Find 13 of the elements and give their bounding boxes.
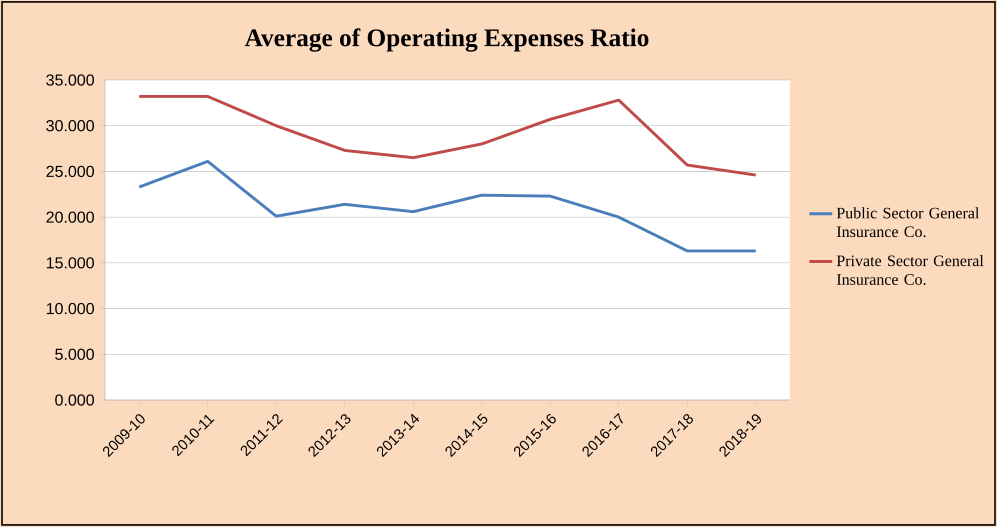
y-tick-label: 30.000 [46,120,94,132]
legend-label: Private Sector General Insurance Co. [836,254,984,285]
line-series [138,94,758,177]
y-tick-label: 35.000 [46,74,94,86]
y-tick-label: 25.000 [46,166,94,178]
line-series [138,160,758,252]
legend-label: Public Sector General Insurance Co. [836,207,980,238]
y-tick-label: 20.000 [46,211,94,223]
y-tick-label: 10.000 [46,302,94,314]
y-tick-label: 15.000 [46,257,94,269]
y-tick-label: 0.000 [55,394,94,406]
y-tick-label: 5.000 [55,348,94,360]
chart-title: Average of Operating Expenses Ratio [244,28,648,52]
